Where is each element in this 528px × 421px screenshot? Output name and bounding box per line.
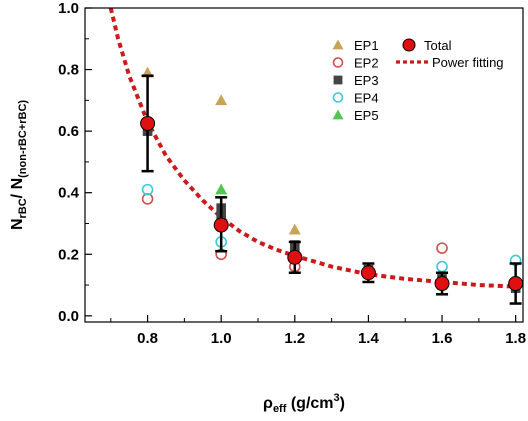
legend-entry-ep1: EP1 xyxy=(332,38,379,53)
legend-label-ep4: EP4 xyxy=(354,91,379,106)
fit-layer xyxy=(108,7,516,289)
x-tick-label: 0.8 xyxy=(137,330,158,347)
legend-label-ep2: EP2 xyxy=(354,56,379,71)
y-tick-label: 0.8 xyxy=(58,62,79,79)
plot-frame xyxy=(84,7,524,323)
legend-marker-ep2 xyxy=(332,57,344,68)
total-point xyxy=(508,276,524,292)
point-ep2 xyxy=(436,242,448,254)
x-tick-label: 1.6 xyxy=(432,330,453,347)
point-ep1 xyxy=(288,223,301,235)
total-point xyxy=(287,249,303,265)
total-point xyxy=(360,265,376,281)
legend-entry-ep5: EP5 xyxy=(332,108,379,123)
x-axis-title: ρeff (g/cm3) xyxy=(263,392,345,415)
y-axis-title: NrBC/ N(non-rBC+rBC) xyxy=(9,100,29,230)
legend-label-ep3: EP3 xyxy=(354,73,379,88)
x-tick-label: 1.8 xyxy=(505,330,526,347)
legend-marker-ep1 xyxy=(332,39,344,50)
legend-marker-ep4 xyxy=(332,92,344,103)
ticks-layer: 0.8 1.0 1.2 1.4 1.6 1.8 0.0 0.2 0.4 0.6 0.8 1.0 xyxy=(58,0,526,347)
legend-marker-ep3 xyxy=(333,75,343,85)
y-tick-label: 1.0 xyxy=(58,0,79,17)
y-tick-label: 0.6 xyxy=(58,123,79,140)
legend-label-fit: Power fitting xyxy=(432,55,504,70)
legend-label-total: Total xyxy=(424,38,452,53)
legend-label-ep1: EP1 xyxy=(354,38,379,53)
y-tick-label: 0.4 xyxy=(58,185,80,202)
x-tick-label: 1.0 xyxy=(211,330,232,347)
legend-entry-ep4: EP4 xyxy=(332,91,379,106)
legend-ep-entries: EP1 EP2 EP3 EP4 EP5 xyxy=(332,38,379,123)
legend-label-ep5: EP5 xyxy=(354,108,379,123)
legend-marker-total xyxy=(402,38,416,52)
point-ep5 xyxy=(215,183,228,195)
total-point xyxy=(140,115,156,131)
point-ep4 xyxy=(141,183,154,196)
legend-entry-ep3: EP3 xyxy=(333,73,379,88)
total-point xyxy=(213,217,229,233)
legend-entry-total: Total xyxy=(402,38,452,53)
x-tick-label: 1.2 xyxy=(284,330,305,347)
y-tick-label: 0.0 xyxy=(58,308,79,325)
legend-entry-fit: Power fitting xyxy=(396,55,504,70)
legend-marker-ep5 xyxy=(332,109,344,120)
y-tick-label: 0.2 xyxy=(58,246,79,263)
legend: EP1 EP2 EP3 EP4 EP5 Total Power fitting xyxy=(332,38,504,123)
total-series-layer xyxy=(140,74,524,305)
power-fit-curve xyxy=(108,7,516,289)
x-tick-label: 1.4 xyxy=(358,330,380,347)
legend-entry-ep2: EP2 xyxy=(332,56,379,71)
total-point xyxy=(434,276,450,292)
ep-series-layer xyxy=(141,66,522,293)
point-ep1 xyxy=(215,94,228,106)
point-ep4 xyxy=(436,260,448,273)
